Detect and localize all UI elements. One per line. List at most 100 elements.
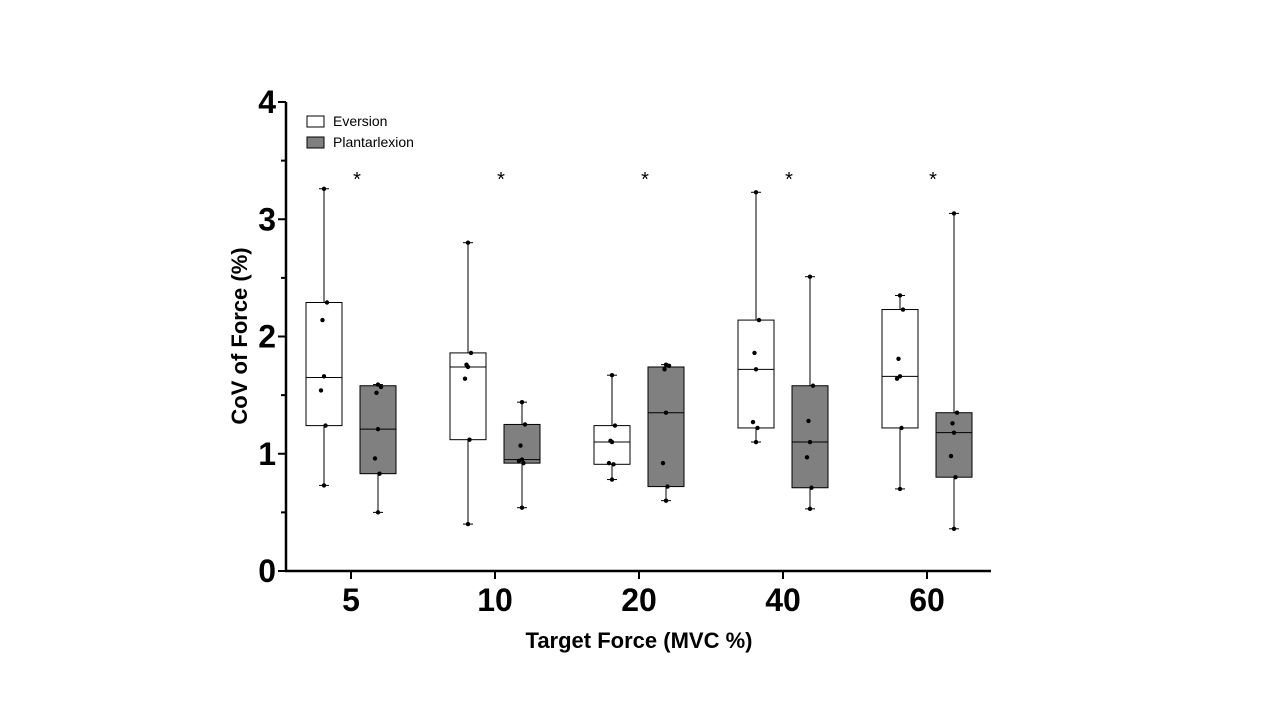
data-point	[609, 477, 615, 482]
data-point	[663, 362, 669, 367]
data-point	[377, 471, 382, 476]
data-point	[519, 457, 525, 462]
data-point	[662, 367, 667, 372]
data-point	[462, 376, 468, 381]
significance-marker: *	[497, 169, 505, 191]
box-plantarlexion-40	[791, 274, 829, 512]
y-axis-title: CoV of Force (%)	[227, 247, 252, 424]
data-point	[804, 455, 810, 460]
x-tick-label: 5	[342, 582, 360, 618]
significance-marker: *	[353, 169, 361, 191]
data-point	[750, 419, 756, 425]
significance-marker: *	[785, 169, 793, 191]
data-point	[465, 240, 471, 245]
box-rect	[791, 385, 829, 489]
data-point	[752, 350, 757, 356]
data-point	[900, 307, 906, 312]
data-point	[323, 423, 328, 428]
data-point	[897, 486, 903, 492]
data-point	[518, 443, 523, 448]
data-point	[807, 274, 813, 279]
data-point	[522, 422, 528, 427]
box-eversion-5	[305, 186, 343, 488]
data-point	[324, 300, 330, 305]
y-tick-label: 4	[258, 84, 276, 120]
box-rect	[881, 309, 919, 429]
axes: 0 1 2 3 4 5 10 20 40 60	[258, 84, 991, 618]
data-point	[519, 399, 525, 405]
data-point	[465, 521, 471, 527]
x-axis-title: Target Force (MVC %)	[526, 628, 753, 653]
data-point	[897, 374, 903, 379]
data-point	[896, 356, 901, 361]
plot-area: * * * * *	[305, 169, 973, 531]
data-point	[951, 211, 957, 216]
y-tick-label: 3	[258, 201, 276, 237]
data-point	[809, 485, 814, 490]
box-rect	[305, 301, 343, 427]
box-plantarlexion-60	[935, 211, 973, 531]
data-point	[519, 505, 525, 510]
data-point	[606, 460, 612, 466]
data-point	[320, 317, 325, 323]
data-point	[665, 484, 670, 489]
data-point	[372, 456, 378, 461]
legend-swatch	[306, 115, 325, 128]
box-plantarlexion-10	[503, 399, 541, 510]
data-point	[951, 526, 957, 531]
data-point	[753, 439, 759, 445]
significance-marker: *	[929, 169, 937, 191]
data-point	[521, 460, 526, 466]
data-point	[755, 425, 760, 431]
box-eversion-40	[737, 190, 775, 445]
legend-label: Plantarlexion	[333, 134, 414, 150]
box-eversion-60	[881, 293, 919, 492]
data-point	[468, 350, 474, 356]
data-point	[467, 437, 472, 442]
box-rect	[737, 319, 775, 429]
box-eversion-20	[593, 372, 631, 482]
legend-swatch	[306, 136, 325, 149]
data-point	[663, 410, 669, 415]
data-point	[375, 382, 381, 387]
legend-label: Eversion	[333, 113, 387, 129]
data-point	[612, 423, 618, 428]
data-point	[806, 418, 811, 424]
y-tick-label: 0	[258, 553, 276, 589]
data-point	[897, 293, 903, 298]
data-point	[953, 475, 958, 480]
data-point	[950, 421, 955, 426]
data-point	[608, 438, 613, 444]
data-point	[753, 367, 759, 372]
data-point	[948, 453, 954, 459]
data-point	[464, 362, 469, 367]
box-rect	[503, 423, 541, 464]
data-point	[899, 425, 904, 431]
x-tick-label: 40	[765, 582, 801, 618]
data-point	[660, 460, 666, 466]
box-plantarlexion-20	[647, 362, 685, 503]
x-tick-label: 10	[477, 582, 513, 618]
data-point	[321, 186, 327, 191]
data-point	[756, 317, 762, 323]
data-point	[378, 384, 384, 390]
data-point	[609, 372, 615, 378]
data-point	[611, 462, 616, 467]
data-point	[321, 483, 327, 488]
y-tick-label: 1	[258, 436, 276, 472]
data-point	[951, 430, 957, 435]
data-point	[663, 498, 669, 503]
data-point	[807, 506, 813, 512]
box-rect	[647, 366, 685, 488]
box-plantarlexion-5	[359, 382, 397, 515]
data-point	[894, 376, 900, 381]
data-point	[810, 383, 816, 388]
box-eversion-10	[449, 240, 487, 527]
data-point	[954, 410, 960, 415]
box-rect	[593, 425, 631, 465]
legend: Eversion Plantarlexion	[306, 113, 414, 150]
data-point	[807, 439, 813, 445]
data-point	[321, 374, 327, 379]
data-point	[753, 190, 759, 195]
